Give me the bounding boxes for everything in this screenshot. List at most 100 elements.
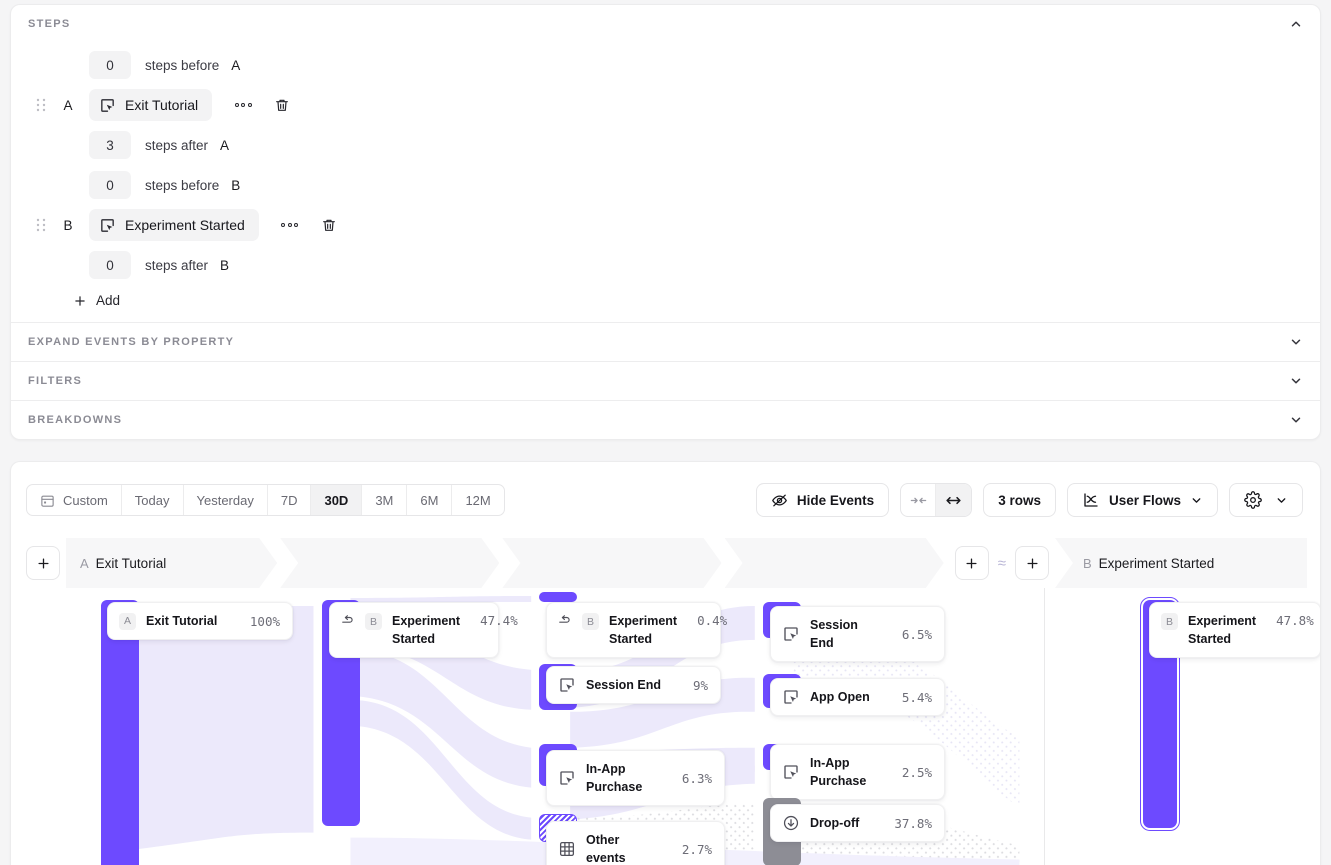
steps-after-b-input[interactable]: 0 (89, 251, 131, 279)
sankey-node-in-app-purchase-2[interactable]: In-App Purchase 6.3% (546, 750, 725, 807)
steps-before-a-input[interactable]: 0 (89, 51, 131, 79)
step-letter-a: A (63, 97, 73, 113)
hide-events-label: Hide Events (796, 492, 875, 508)
sankey-node-label: Session End (810, 618, 858, 651)
step-b-more-button[interactable] (277, 212, 303, 238)
settings-button[interactable] (1229, 483, 1303, 517)
chevron-down-icon[interactable] (1289, 335, 1303, 349)
sankey-node-label: Experiment Started (609, 614, 678, 647)
sankey-node-session-end-2[interactable]: Session End 9% (546, 666, 721, 705)
date-range-today[interactable]: Today (122, 485, 184, 515)
date-range-12m-label: 12M (465, 492, 491, 508)
step-b-delete-button[interactable] (316, 212, 342, 238)
flow-step-b-letter: B (1083, 555, 1092, 571)
plus-icon (75, 295, 85, 306)
sankey-node-percent: 47.4% (480, 613, 518, 628)
sankey-node-percent: 2.7% (681, 841, 712, 857)
approx-separator-icon: ≈ (997, 554, 1006, 572)
rows-count-button[interactable]: 3 rows (983, 483, 1056, 517)
expand-width-button[interactable] (936, 484, 972, 516)
steps-before-b-text: steps before (145, 177, 220, 193)
steps-after-row-a: 3 steps after A (11, 125, 1320, 165)
collapse-width-button[interactable] (901, 484, 937, 516)
steps-after-b-letter: B (220, 257, 230, 273)
sankey-node-app-open[interactable]: App Open 5.4% (770, 678, 945, 717)
sankey-node-percent: 9% (692, 677, 708, 693)
date-range-yesterday[interactable]: Yesterday (184, 485, 268, 515)
sankey-node-other-events[interactable]: Other events 2.7% (546, 821, 725, 865)
date-range-custom[interactable]: Custom (27, 485, 122, 515)
event-pill-experiment-started[interactable]: Experiment Started (89, 209, 259, 241)
more-dots-icon (234, 103, 252, 107)
chevron-up-icon[interactable] (1289, 17, 1303, 31)
date-range-12m[interactable]: 12M (452, 485, 503, 515)
flow-step-3[interactable] (502, 538, 721, 588)
date-range-30d[interactable]: 30D (311, 485, 363, 515)
steps-after-a-input[interactable]: 3 (89, 131, 131, 159)
date-range-3m-label: 3M (375, 492, 394, 508)
more-dots-icon (281, 223, 299, 227)
sankey-node-in-app-purchase-3[interactable]: In-App Purchase 2.5% (770, 744, 945, 801)
sankey-node-experiment-started-final[interactable]: B Experiment Started 47.8% (1149, 602, 1320, 659)
drag-handle-icon[interactable] (35, 217, 47, 233)
date-range-selector[interactable]: Custom Today Yesterday 7D 30D 3M 6M 12M (26, 484, 505, 516)
section-header-breakdowns[interactable]: BREAKDOWNS (11, 401, 1320, 439)
section-header-steps[interactable]: STEPS (11, 5, 1320, 43)
chevron-down-icon[interactable] (1289, 413, 1303, 427)
event-pill-exit-tutorial[interactable]: Exit Tutorial (89, 89, 213, 121)
flow-step-4[interactable] (725, 538, 944, 588)
flow-step-b-label: Experiment Started (1098, 555, 1215, 571)
step-a-delete-button[interactable] (269, 92, 295, 118)
sankey-bar-experiment-started-2[interactable] (539, 592, 577, 602)
date-range-6m[interactable]: 6M (407, 485, 453, 515)
flow-step-a-label: Exit Tutorial (95, 555, 167, 571)
arrows-expand-icon (946, 496, 961, 504)
divider (11, 400, 1320, 401)
step-a-more-button[interactable] (230, 92, 256, 118)
cursor-box-icon (101, 98, 114, 112)
step-letter-b: B (63, 217, 73, 233)
divider (11, 361, 1320, 362)
chevron-down-icon[interactable] (1289, 374, 1303, 388)
tag-b: B (365, 613, 382, 630)
tag-b: B (1161, 613, 1178, 630)
sankey-bar-exit-tutorial[interactable] (101, 600, 139, 865)
steps-before-b-input[interactable]: 0 (89, 171, 131, 199)
add-step-before-button[interactable] (26, 546, 60, 580)
date-range-7d[interactable]: 7D (268, 485, 312, 515)
chevron-down-icon (1277, 497, 1286, 503)
column-divider (1044, 588, 1045, 865)
section-header-filters[interactable]: FILTERS (11, 362, 1320, 400)
sankey-node-experiment-started-2[interactable]: B Experiment Started 0.4% (546, 602, 727, 659)
date-range-3m[interactable]: 3M (362, 485, 408, 515)
steps-before-a-label: steps before A (145, 58, 240, 73)
view-type-button[interactable]: User Flows (1066, 483, 1218, 517)
sankey-node-session-end-3[interactable]: Session End 6.5% (770, 606, 945, 663)
section-title-steps: STEPS (28, 18, 71, 30)
flow-step-2[interactable] (280, 538, 499, 588)
add-step-button[interactable]: Add (11, 293, 1320, 308)
flow-step-a[interactable]: A Exit Tutorial (66, 538, 277, 588)
steps-list: 0 steps before A A Exit Tutorial (11, 43, 1320, 322)
flow-step-b[interactable]: B Experiment Started (1055, 538, 1307, 588)
flow-step-a-letter: A (80, 555, 89, 571)
event-pill-label-a: Exit Tutorial (125, 97, 199, 113)
date-range-7d-label: 7D (280, 492, 298, 508)
sankey-node-experiment-started-1[interactable]: B Experiment Started 47.4% (329, 602, 518, 659)
add-step-middle-button[interactable] (954, 546, 989, 580)
sankey-node-drop-off[interactable]: Drop-off 37.8% (770, 804, 945, 843)
section-header-expand-events[interactable]: EXPAND EVENTS BY PROPERTY (11, 323, 1320, 361)
sankey-node-percent: 5.4% (901, 689, 932, 705)
hide-events-button[interactable]: Hide Events (755, 483, 890, 517)
query-config-card: STEPS 0 steps before A A Exit Tutorial (10, 4, 1321, 440)
sankey-node-label: Session End (586, 678, 662, 692)
cursor-box-icon (560, 678, 574, 692)
steps-before-a-text: steps before (145, 57, 220, 73)
sankey-node-exit-tutorial[interactable]: A Exit Tutorial 100% (107, 602, 293, 641)
trash-icon (322, 219, 335, 231)
width-mode-group[interactable] (900, 483, 973, 517)
steps-after-b-text: steps after (145, 257, 209, 273)
sankey-node-percent: 47.8% (1276, 613, 1314, 628)
add-step-after-button[interactable] (1015, 546, 1049, 580)
drag-handle-icon[interactable] (35, 97, 47, 113)
